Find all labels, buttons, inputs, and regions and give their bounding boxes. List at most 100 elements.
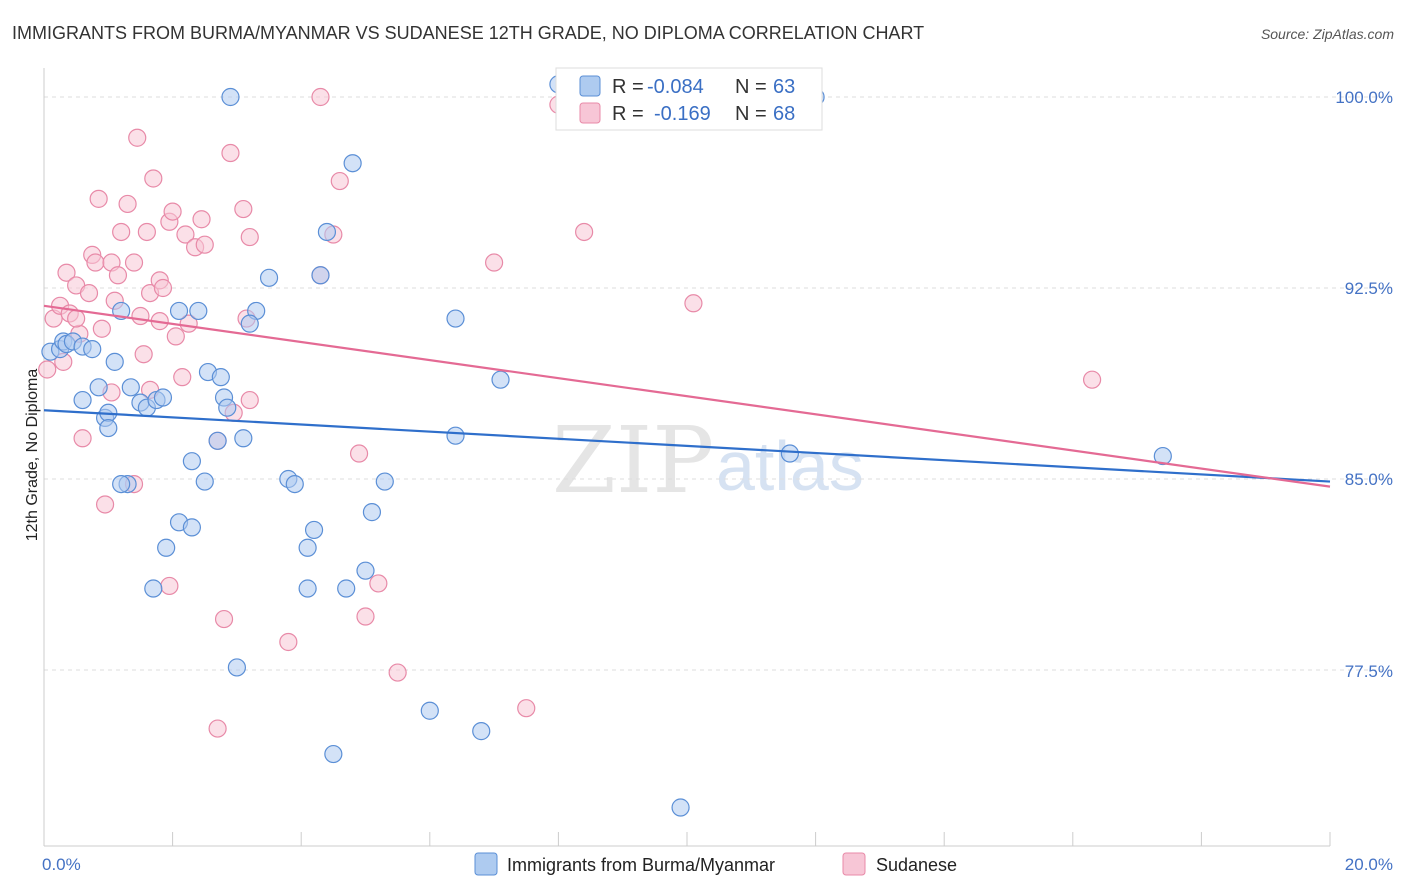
point-burma — [182, 518, 201, 537]
point-burma — [99, 418, 118, 438]
point-burma — [298, 538, 317, 557]
point-burma — [472, 722, 491, 741]
point-sudanese — [485, 253, 504, 272]
point-burma — [157, 538, 176, 557]
y-tick-labels: 77.5% 85.0% 92.5% 100.0% — [1335, 88, 1393, 681]
source-label: Source: ZipAtlas.com — [1261, 26, 1394, 42]
point-burma — [211, 368, 230, 387]
y-axis-label: 12th Grade, No Diploma — [24, 369, 41, 542]
point-burma — [208, 431, 227, 450]
point-burma — [189, 301, 208, 321]
point-sudanese — [89, 189, 108, 208]
point-sudanese — [240, 227, 259, 247]
point-burma — [362, 503, 382, 522]
legend-bottom-label-sudanese: Sudanese — [876, 855, 957, 875]
point-burma — [324, 744, 343, 764]
point-burma — [446, 309, 465, 328]
point-sudanese — [388, 663, 407, 682]
point-sudanese — [163, 202, 182, 221]
watermark-zip: ZIP — [552, 407, 714, 514]
point-sudanese — [118, 194, 137, 214]
point-burma — [105, 352, 124, 371]
point-sudanese — [234, 199, 253, 219]
y-tick-label: 100.0% — [1335, 88, 1393, 107]
point-burma — [83, 340, 102, 359]
point-sudanese — [330, 171, 349, 191]
point-sudanese — [124, 253, 144, 272]
point-burma — [375, 472, 394, 491]
point-burma — [89, 378, 108, 397]
point-burma — [285, 474, 304, 494]
point-burma — [169, 301, 189, 321]
y-tick-label: 85.0% — [1345, 470, 1393, 489]
legend-swatch-pink — [579, 102, 601, 124]
point-sudanese — [137, 222, 156, 242]
legend-r-value: -0.084 — [647, 76, 704, 98]
legend-r-label: R = — [612, 103, 644, 125]
point-sudanese — [279, 632, 298, 652]
y-tick-label: 77.5% — [1345, 662, 1393, 681]
point-sudanese — [192, 210, 211, 229]
point-sudanese — [575, 222, 594, 242]
legend-r-label: R = — [612, 76, 644, 98]
trend-lines — [43, 304, 1331, 488]
point-sudanese — [131, 306, 150, 326]
x-tick-label-max: 20.0% — [1345, 855, 1393, 874]
legend-n-label: N = — [735, 103, 767, 125]
point-burma — [73, 390, 92, 410]
point-burma — [311, 266, 330, 285]
point-burma — [240, 314, 259, 333]
point-sudanese — [108, 266, 128, 285]
series-burma — [41, 75, 1172, 817]
point-sudanese — [128, 128, 147, 147]
point-sudanese — [134, 345, 153, 364]
legend-r-value: -0.169 — [654, 103, 711, 125]
point-sudanese — [356, 607, 375, 626]
point-burma — [356, 561, 375, 580]
point-sudanese — [369, 574, 388, 593]
point-sudanese — [684, 294, 703, 313]
point-sudanese — [79, 283, 99, 303]
point-sudanese — [173, 368, 192, 387]
point-burma — [671, 798, 690, 817]
point-burma — [304, 520, 324, 540]
point-burma — [112, 474, 131, 494]
point-sudanese — [311, 87, 330, 107]
point-burma — [144, 579, 163, 598]
point-sudanese — [221, 143, 240, 163]
chart-title: IMMIGRANTS FROM BURMA/MYANMAR VS SUDANES… — [12, 23, 924, 43]
point-sudanese — [1082, 370, 1102, 389]
point-burma — [317, 222, 337, 242]
legend-n-value: 68 — [773, 103, 795, 125]
watermark-atlas: atlas — [716, 427, 864, 505]
point-sudanese — [208, 719, 227, 738]
point-burma — [491, 370, 510, 389]
x-tick-label-min: 0.0% — [42, 855, 81, 874]
stats-legend: R = -0.084 N = 63 R = -0.169 N = 68 — [555, 67, 823, 131]
point-sudanese — [92, 319, 111, 338]
point-burma — [259, 268, 279, 287]
gridlines — [44, 96, 1395, 671]
point-sudanese — [176, 225, 195, 244]
point-burma — [227, 658, 246, 677]
point-burma — [221, 87, 240, 107]
point-sudanese — [517, 699, 536, 718]
point-sudanese — [349, 444, 369, 463]
point-burma — [218, 398, 237, 417]
legend-swatch-blue — [579, 75, 601, 97]
legend-n-value: 63 — [773, 76, 795, 98]
legend-bottom-swatch-pink — [842, 852, 866, 876]
trend-line-sudanese — [43, 304, 1331, 488]
point-sudanese — [195, 235, 214, 254]
point-burma — [1153, 446, 1172, 466]
point-burma — [420, 701, 439, 720]
point-burma — [337, 579, 356, 598]
y-tick-label: 92.5% — [1345, 279, 1393, 298]
point-burma — [121, 378, 140, 397]
legend-bottom-label-burma: Immigrants from Burma/Myanmar — [507, 855, 775, 875]
point-sudanese — [160, 576, 179, 596]
point-sudanese — [214, 609, 234, 629]
point-burma — [780, 444, 799, 463]
trend-line-burma — [43, 409, 1331, 483]
